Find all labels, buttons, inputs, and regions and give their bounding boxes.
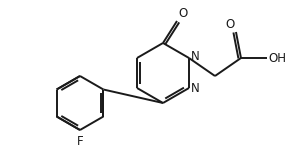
Text: OH: OH [268,52,286,64]
Text: N: N [191,51,200,64]
Text: O: O [178,7,187,20]
Text: N: N [191,82,200,95]
Text: O: O [226,18,235,31]
Text: F: F [77,135,83,148]
